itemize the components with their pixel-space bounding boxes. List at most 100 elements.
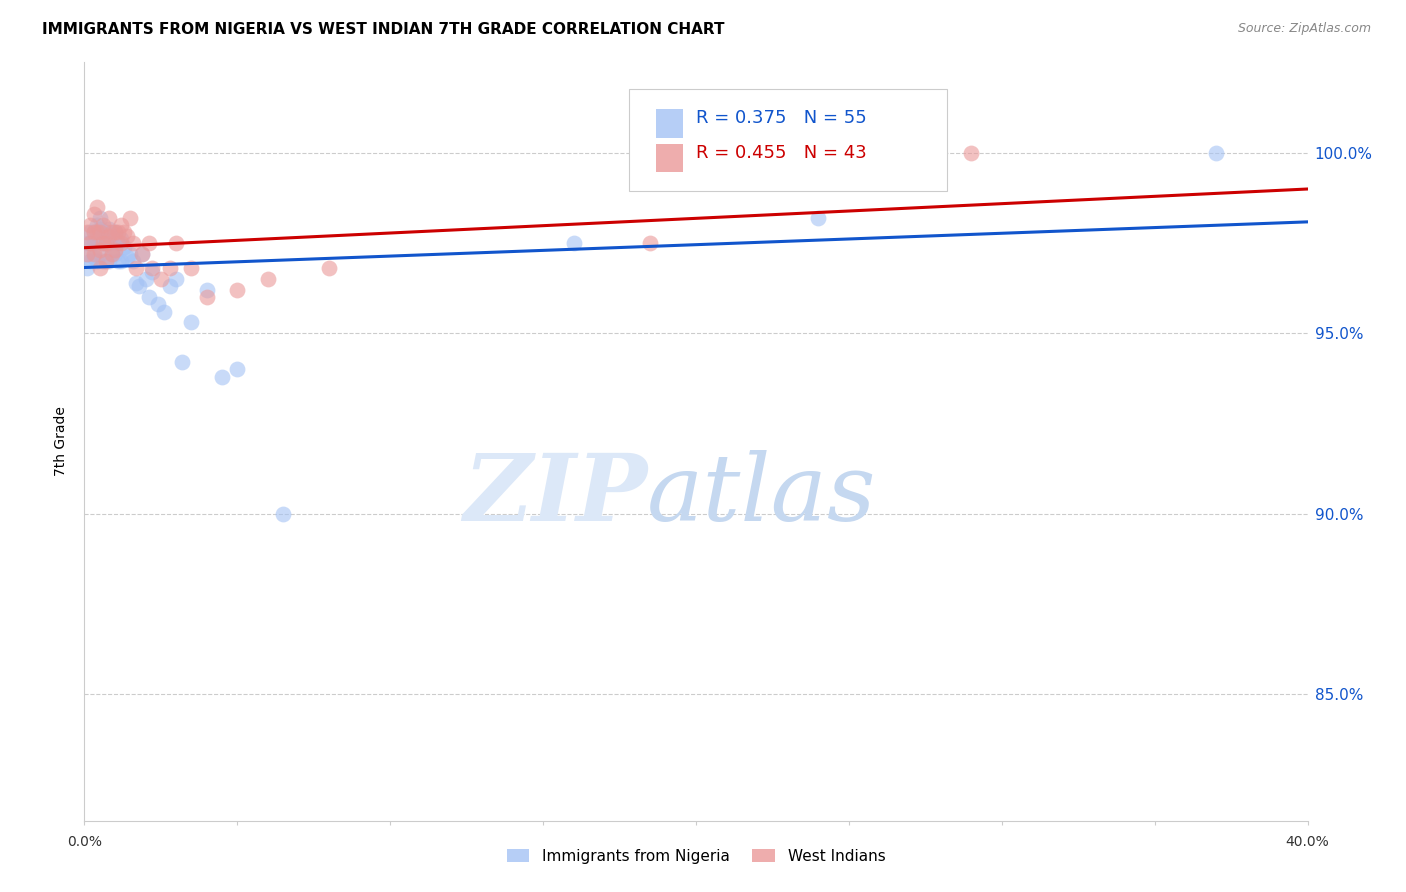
Point	[89, 243, 111, 257]
Point	[165, 235, 187, 250]
Point	[97, 211, 120, 225]
Text: 0.0%: 0.0%	[67, 835, 101, 849]
Point	[149, 272, 172, 286]
Point	[135, 272, 157, 286]
Point	[83, 225, 105, 239]
Point	[91, 225, 114, 239]
Point	[79, 235, 101, 250]
Point	[195, 290, 218, 304]
Point	[83, 225, 105, 239]
Point	[122, 254, 145, 268]
Point	[86, 225, 108, 239]
Point	[83, 247, 105, 261]
Point	[104, 247, 127, 261]
Point	[86, 200, 108, 214]
FancyBboxPatch shape	[628, 89, 946, 191]
Point	[91, 254, 114, 268]
Y-axis label: 7th Grade: 7th Grade	[55, 407, 69, 476]
Point	[110, 254, 132, 268]
Point	[165, 272, 187, 286]
Point	[94, 254, 117, 268]
Point	[125, 261, 148, 276]
FancyBboxPatch shape	[655, 110, 682, 138]
Point	[101, 228, 124, 243]
Point	[86, 254, 108, 268]
Point	[89, 261, 111, 276]
Point	[107, 235, 129, 250]
Point	[125, 276, 148, 290]
Point	[112, 225, 135, 239]
Point	[91, 235, 114, 250]
Point	[101, 247, 124, 261]
Point	[110, 218, 132, 232]
Point	[159, 261, 181, 276]
Point	[128, 279, 150, 293]
Point	[101, 225, 124, 239]
Text: Source: ZipAtlas.com: Source: ZipAtlas.com	[1237, 22, 1371, 36]
Point	[76, 247, 98, 261]
Point	[97, 235, 120, 250]
Point	[89, 225, 111, 239]
Point	[79, 225, 101, 239]
Point	[83, 207, 105, 221]
Point	[141, 261, 163, 276]
Point	[159, 279, 181, 293]
Point	[79, 235, 101, 250]
Point	[120, 247, 142, 261]
Point	[138, 290, 160, 304]
Point	[120, 211, 142, 225]
Point	[131, 247, 153, 261]
Point	[562, 235, 585, 250]
Text: IMMIGRANTS FROM NIGERIA VS WEST INDIAN 7TH GRADE CORRELATION CHART: IMMIGRANTS FROM NIGERIA VS WEST INDIAN 7…	[42, 22, 724, 37]
Point	[107, 225, 129, 239]
Point	[76, 225, 98, 239]
Point	[257, 272, 280, 286]
Point	[115, 251, 138, 265]
Text: atlas: atlas	[647, 450, 876, 540]
Point	[94, 235, 117, 250]
Point	[271, 507, 294, 521]
Point	[638, 235, 661, 250]
Point	[138, 235, 160, 250]
Point	[97, 221, 120, 235]
Point	[97, 228, 120, 243]
Point	[86, 232, 108, 246]
Point	[101, 247, 124, 261]
Point	[89, 211, 111, 225]
Point	[211, 369, 233, 384]
Point	[104, 225, 127, 239]
Point	[115, 228, 138, 243]
Point	[104, 225, 127, 239]
Point	[226, 283, 249, 297]
Point	[94, 225, 117, 239]
Text: ZIP: ZIP	[463, 450, 647, 540]
FancyBboxPatch shape	[655, 144, 682, 172]
Point	[195, 283, 218, 297]
Point	[76, 235, 98, 250]
Point	[97, 254, 120, 268]
Point	[112, 239, 135, 253]
Point	[141, 265, 163, 279]
Point	[110, 232, 132, 246]
Point	[172, 355, 194, 369]
Point	[104, 243, 127, 257]
Point	[122, 235, 145, 250]
Point	[94, 235, 117, 250]
Point	[1205, 145, 1227, 160]
Point	[960, 145, 983, 160]
Point	[110, 235, 132, 250]
Point	[83, 251, 105, 265]
Point	[86, 218, 108, 232]
Text: 40.0%: 40.0%	[1285, 835, 1330, 849]
Text: R = 0.455   N = 43: R = 0.455 N = 43	[696, 145, 866, 162]
Point	[318, 261, 340, 276]
Point	[79, 218, 101, 232]
Point	[76, 261, 98, 276]
Point	[89, 247, 111, 261]
Point	[76, 247, 98, 261]
Point	[131, 247, 153, 261]
Point	[79, 254, 101, 268]
Point	[153, 304, 176, 318]
Text: R = 0.375   N = 55: R = 0.375 N = 55	[696, 109, 866, 127]
Point	[807, 211, 830, 225]
